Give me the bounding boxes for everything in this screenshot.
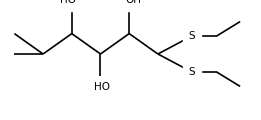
Text: HO: HO [94, 82, 110, 92]
Text: S: S [188, 67, 195, 77]
Text: OH: OH [125, 0, 141, 5]
Text: HO: HO [60, 0, 76, 5]
Text: S: S [188, 31, 195, 41]
